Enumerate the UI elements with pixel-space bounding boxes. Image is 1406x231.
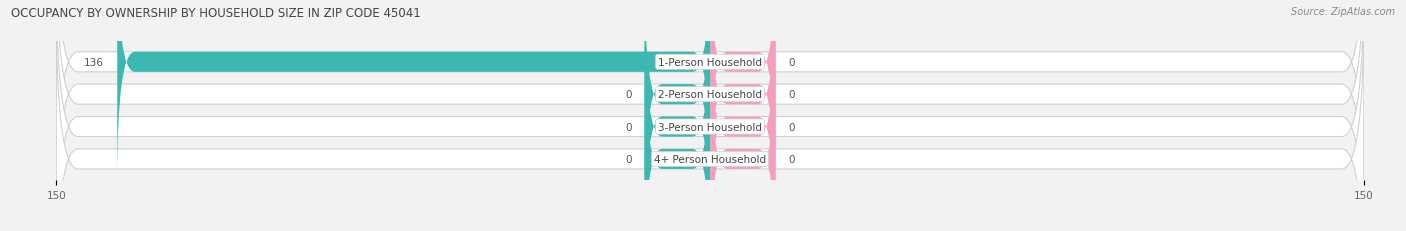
Text: 0: 0	[626, 154, 631, 164]
Text: 0: 0	[789, 58, 794, 67]
Text: 0: 0	[789, 154, 794, 164]
FancyBboxPatch shape	[56, 0, 1364, 231]
Text: 0: 0	[626, 122, 631, 132]
Text: 0: 0	[789, 90, 794, 100]
Text: 2-Person Household: 2-Person Household	[658, 90, 762, 100]
Text: OCCUPANCY BY OWNERSHIP BY HOUSEHOLD SIZE IN ZIP CODE 45041: OCCUPANCY BY OWNERSHIP BY HOUSEHOLD SIZE…	[11, 7, 420, 20]
FancyBboxPatch shape	[710, 8, 776, 231]
Text: 3-Person Household: 3-Person Household	[658, 122, 762, 132]
FancyBboxPatch shape	[710, 0, 776, 182]
Text: 4+ Person Household: 4+ Person Household	[654, 154, 766, 164]
Text: 1-Person Household: 1-Person Household	[658, 58, 762, 67]
FancyBboxPatch shape	[710, 40, 776, 231]
Text: 0: 0	[789, 122, 794, 132]
FancyBboxPatch shape	[56, 8, 1364, 231]
FancyBboxPatch shape	[117, 0, 710, 182]
Text: 0: 0	[626, 90, 631, 100]
FancyBboxPatch shape	[710, 0, 776, 214]
Legend: Owner-occupied, Renter-occupied: Owner-occupied, Renter-occupied	[600, 229, 820, 231]
FancyBboxPatch shape	[644, 40, 710, 231]
FancyBboxPatch shape	[644, 8, 710, 231]
Text: 136: 136	[84, 58, 104, 67]
FancyBboxPatch shape	[56, 0, 1364, 214]
FancyBboxPatch shape	[644, 0, 710, 214]
FancyBboxPatch shape	[56, 0, 1364, 231]
Text: Source: ZipAtlas.com: Source: ZipAtlas.com	[1291, 7, 1395, 17]
